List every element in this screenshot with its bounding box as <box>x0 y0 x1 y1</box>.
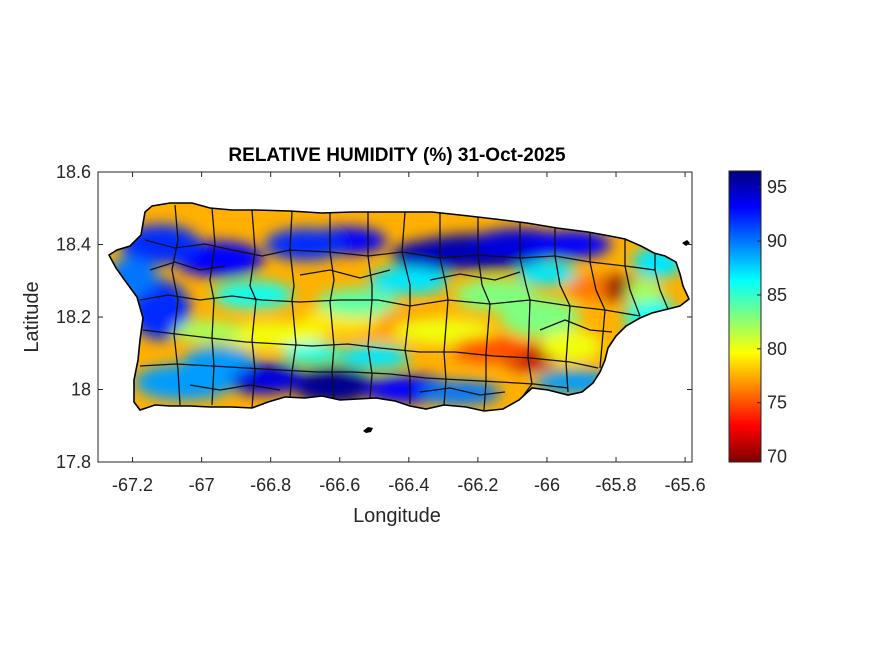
municipal-boundary <box>419 387 506 396</box>
humidity-cell <box>173 320 244 343</box>
municipal-boundary <box>654 254 669 310</box>
humidity-cell <box>516 261 577 286</box>
x-axis: -67.2 -67 -66.8 -66.6 -66.4 -66.2 -66 -65.8 -65.… <box>112 172 706 495</box>
puerto-rico-map <box>107 202 690 433</box>
x-tick-label: -66.4 <box>388 475 429 495</box>
municipal-boundary <box>589 233 606 369</box>
colorbar-tick-label: 75 <box>767 393 787 413</box>
humidity-cell <box>625 279 662 304</box>
humidity-field <box>109 224 683 406</box>
humidity-cell <box>541 330 602 362</box>
humidity-cell <box>339 344 410 369</box>
humidity-cell <box>420 381 501 406</box>
x-tick-label: -65.6 <box>665 475 706 495</box>
y-tick-label: 18 <box>71 380 91 400</box>
x-tick-label: -67 <box>189 475 215 495</box>
municipal-boundary <box>249 209 257 409</box>
colorbar <box>728 170 762 463</box>
municipal-boundary <box>624 240 641 317</box>
colorbar-tick-label: 85 <box>767 285 787 305</box>
caja-de-muertos-island <box>363 427 373 433</box>
x-tick-label: -66.8 <box>250 475 291 495</box>
y-tick-label: 18.6 <box>56 162 91 182</box>
municipal-boundary <box>142 329 599 369</box>
x-tick-label: -66 <box>534 475 560 495</box>
municipal-boundary <box>439 212 449 406</box>
humidity-cell <box>393 318 494 345</box>
humidity-cell <box>568 276 609 300</box>
humidity-cell <box>317 288 398 317</box>
island-outline <box>107 202 690 412</box>
municipal-boundary <box>401 211 411 404</box>
y-axis-label: Latitude <box>21 281 43 352</box>
municipal-boundary <box>139 363 569 389</box>
municipal-boundary <box>189 384 281 391</box>
colorbar-tick-label: 70 <box>767 447 787 467</box>
municipal-boundary <box>429 271 521 281</box>
colorbar-tick-label: 80 <box>767 339 787 359</box>
chart-title: RELATIVE HUMIDITY (%) 31-Oct-2025 <box>228 145 566 166</box>
municipal-boundary <box>149 261 226 271</box>
humidity-cell <box>531 230 612 259</box>
x-tick-label: -65.8 <box>596 475 637 495</box>
y-axis: 17.8 18 18.2 18.4 18.6 <box>56 162 692 472</box>
municipal-boundary <box>367 212 373 399</box>
municipal-boundary <box>171 204 181 406</box>
municipal-boundary <box>209 207 216 406</box>
municipal-boundary <box>299 269 391 279</box>
humidity-cell <box>455 279 536 312</box>
y-tick-label: 18.4 <box>56 235 91 255</box>
colorbar-tick-label: 95 <box>767 177 787 197</box>
colorbar-ticks: 70 75 80 85 90 95 <box>757 177 787 467</box>
municipal-boundary <box>477 216 491 411</box>
y-tick-label: 18.2 <box>56 307 91 327</box>
municipal-boundary <box>289 210 297 399</box>
x-tick-label: -66.6 <box>319 475 360 495</box>
colorbar-tick-label: 90 <box>767 231 787 251</box>
municipal-boundary <box>539 319 613 333</box>
x-tick-label: -67.2 <box>112 475 153 495</box>
y-tick-label: 17.8 <box>56 452 91 472</box>
humidity-cell <box>265 228 346 261</box>
humidity-cell <box>391 239 482 272</box>
municipal-boundary <box>144 239 656 271</box>
humidity-cell <box>451 336 532 363</box>
municipal-boundary <box>554 228 571 393</box>
humidity-cell <box>282 343 343 364</box>
humidity-cell <box>183 346 254 375</box>
x-tick-label: -66.2 <box>457 475 498 495</box>
municipal-boundary <box>139 294 641 317</box>
municipal-boundaries <box>139 204 669 411</box>
x-axis-label: Longitude <box>353 505 441 527</box>
municipal-boundary <box>519 222 533 401</box>
municipal-boundary <box>329 213 335 399</box>
